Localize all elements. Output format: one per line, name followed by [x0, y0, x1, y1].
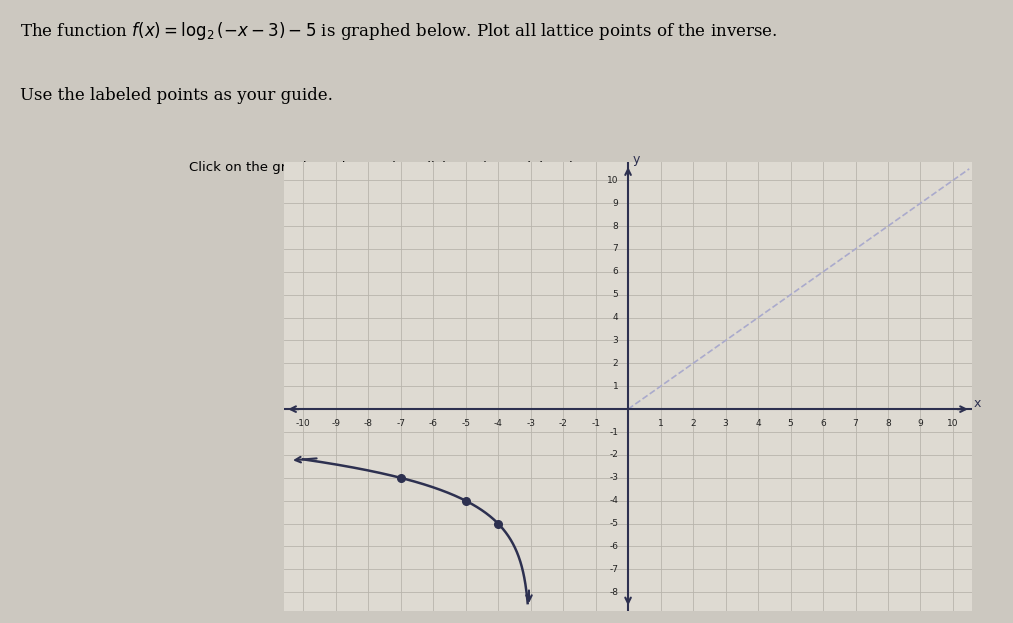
- Text: -1: -1: [609, 427, 618, 437]
- Text: 2: 2: [613, 359, 618, 368]
- Text: -6: -6: [609, 542, 618, 551]
- Text: -3: -3: [526, 419, 535, 429]
- Text: 2: 2: [690, 419, 696, 429]
- Text: Click on the graph to plot a point. Click a point to delete it.: Click on the graph to plot a point. Clic…: [188, 161, 581, 174]
- Text: 10: 10: [947, 419, 958, 429]
- Text: -4: -4: [493, 419, 502, 429]
- Text: -8: -8: [364, 419, 373, 429]
- Text: 9: 9: [613, 199, 618, 207]
- Text: -10: -10: [296, 419, 311, 429]
- Text: The function $f(x) = \log_2(-x-3) - 5$ is graphed below. Plot all lattice points: The function $f(x) = \log_2(-x-3) - 5$ i…: [20, 20, 778, 42]
- Text: 8: 8: [885, 419, 890, 429]
- Text: -9: -9: [331, 419, 340, 429]
- Text: 5: 5: [788, 419, 793, 429]
- Text: -7: -7: [396, 419, 405, 429]
- Text: 1: 1: [657, 419, 664, 429]
- Text: -5: -5: [609, 519, 618, 528]
- Text: 9: 9: [918, 419, 924, 429]
- Text: -2: -2: [558, 419, 567, 429]
- Text: -5: -5: [461, 419, 470, 429]
- Text: 8: 8: [613, 222, 618, 231]
- Text: -1: -1: [591, 419, 600, 429]
- Text: -2: -2: [610, 450, 618, 459]
- Text: x: x: [975, 397, 982, 410]
- Text: 7: 7: [853, 419, 858, 429]
- Text: -4: -4: [610, 496, 618, 505]
- Text: 4: 4: [756, 419, 761, 429]
- Text: -8: -8: [609, 587, 618, 597]
- Text: 7: 7: [613, 244, 618, 254]
- Text: 1: 1: [613, 382, 618, 391]
- Text: 3: 3: [722, 419, 728, 429]
- Text: 4: 4: [613, 313, 618, 322]
- Text: -6: -6: [428, 419, 438, 429]
- Text: 6: 6: [821, 419, 826, 429]
- Text: Use the labeled points as your guide.: Use the labeled points as your guide.: [20, 87, 333, 104]
- Text: 3: 3: [613, 336, 618, 345]
- Text: 5: 5: [613, 290, 618, 299]
- Text: 6: 6: [613, 267, 618, 277]
- Text: 10: 10: [607, 176, 618, 185]
- Text: y: y: [632, 153, 640, 166]
- Text: -3: -3: [609, 473, 618, 482]
- Text: -7: -7: [609, 565, 618, 574]
